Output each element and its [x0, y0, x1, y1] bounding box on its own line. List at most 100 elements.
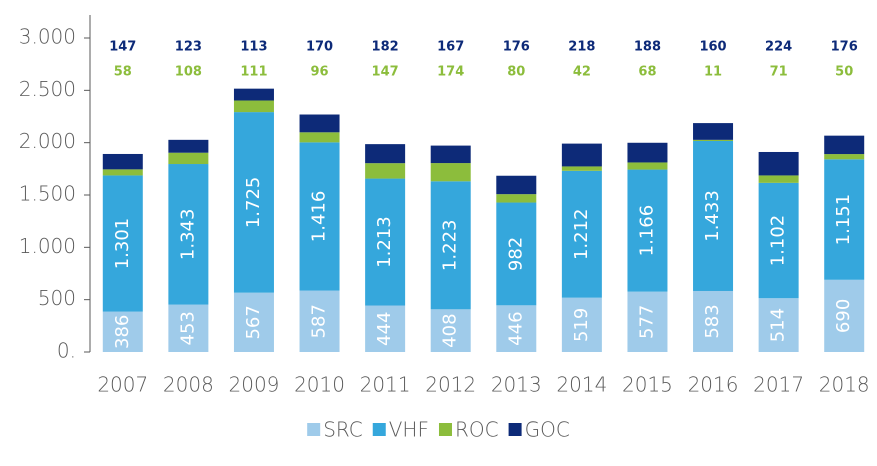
bar-segment — [496, 305, 537, 352]
data-label: 1.416 — [309, 191, 330, 243]
data-label: 453 — [177, 311, 198, 345]
data-label: 80 — [507, 65, 525, 80]
bar-segment — [561, 297, 602, 352]
legend-swatch — [372, 423, 386, 436]
x-tick-label: 2017 — [753, 373, 804, 397]
bar-segment — [693, 290, 734, 352]
bar-segment — [693, 140, 734, 291]
x-tick-label: 2008 — [163, 373, 214, 397]
data-label: 96 — [310, 65, 328, 80]
x-tick-label: 2013 — [491, 373, 542, 397]
bar-segment — [693, 139, 734, 141]
bar-segment — [496, 194, 537, 203]
data-label: 182 — [372, 40, 399, 55]
bar-segment — [430, 163, 471, 182]
bar-segment — [824, 135, 865, 155]
bar-segment — [824, 279, 865, 352]
data-label: 1.102 — [768, 215, 789, 267]
x-tick-label: 2010 — [294, 373, 345, 397]
bar-segment — [233, 292, 274, 352]
data-label: 982 — [505, 237, 526, 271]
data-label: 218 — [568, 40, 595, 55]
y-tick-label: 1.500 — [19, 182, 76, 206]
data-label: 176 — [503, 40, 530, 55]
data-label: 514 — [768, 308, 789, 342]
bar-segment — [758, 298, 799, 352]
data-label: 147 — [109, 40, 136, 55]
bar-segment — [430, 181, 471, 310]
y-tick-label: 2.000 — [19, 129, 76, 153]
bar-segment — [233, 112, 274, 293]
bar-segment — [824, 154, 865, 160]
data-label: 170 — [306, 40, 333, 55]
legend-label: ROC — [455, 418, 499, 442]
bar-segment — [102, 311, 143, 352]
bar-segment — [561, 170, 602, 298]
y-tick-label: 1.000 — [19, 234, 76, 258]
data-label: 1.725 — [243, 177, 264, 229]
data-label: 587 — [309, 304, 330, 338]
data-label: 50 — [835, 65, 853, 80]
data-label: 567 — [243, 305, 264, 339]
x-tick-label: 2011 — [360, 373, 411, 397]
x-tick-label: 2009 — [229, 373, 280, 397]
bar-segment — [627, 142, 668, 163]
bar-segment — [758, 182, 799, 299]
data-label: 160 — [699, 40, 726, 55]
bar-segment — [561, 143, 602, 167]
legend-swatch — [307, 423, 321, 436]
legend-swatch — [438, 423, 452, 436]
data-label: 408 — [440, 313, 461, 347]
data-label: 224 — [765, 40, 792, 55]
bar-segment — [233, 100, 274, 113]
x-tick-label: 2018 — [819, 373, 870, 397]
bar-segment — [102, 169, 143, 176]
data-label: 446 — [505, 311, 526, 345]
bar-segment — [168, 164, 209, 305]
bar-segment — [299, 142, 340, 291]
bar-segment — [299, 114, 340, 133]
bar-segment — [299, 290, 340, 352]
data-label: 690 — [833, 299, 854, 333]
bar-segment — [365, 305, 406, 352]
bar-segment — [233, 88, 274, 101]
data-label: 11 — [704, 65, 722, 80]
bar-segment — [627, 291, 668, 352]
y-tick-label: 0. — [57, 339, 76, 363]
bar-segment — [430, 145, 471, 164]
bar-segment — [102, 153, 143, 170]
data-label: 577 — [636, 305, 657, 339]
data-label: 1.301 — [112, 218, 133, 270]
bar-segment — [430, 309, 471, 352]
x-tick-label: 2007 — [97, 373, 148, 397]
data-label: 113 — [240, 40, 267, 55]
y-tick-label: 2.500 — [19, 77, 76, 101]
y-tick-label: 500 — [38, 286, 76, 310]
bar-segment — [758, 151, 799, 176]
data-label: 1.223 — [440, 220, 461, 272]
bar-segment — [365, 178, 406, 306]
bar-segment — [168, 139, 209, 153]
data-label: 147 — [372, 65, 399, 80]
data-label: 1.213 — [374, 216, 395, 268]
bar-segment — [168, 304, 209, 352]
x-tick-label: 2012 — [425, 373, 476, 397]
bar-segment — [561, 166, 602, 171]
bar-segment — [627, 162, 668, 170]
legend-swatch — [508, 423, 522, 436]
data-label: 1.151 — [833, 194, 854, 246]
bar-segment — [627, 169, 668, 292]
bar-segment — [693, 123, 734, 140]
bar-segment — [299, 132, 340, 143]
legend-label: SRC — [323, 418, 363, 442]
data-label: 108 — [175, 65, 202, 80]
data-label: 42 — [573, 65, 591, 80]
data-label: 386 — [112, 315, 133, 349]
bar-segment — [102, 175, 143, 312]
data-label: 71 — [770, 65, 788, 80]
data-label: 444 — [374, 312, 395, 346]
data-label: 58 — [114, 65, 132, 80]
data-label: 68 — [638, 65, 656, 80]
data-label: 1.166 — [636, 205, 657, 257]
